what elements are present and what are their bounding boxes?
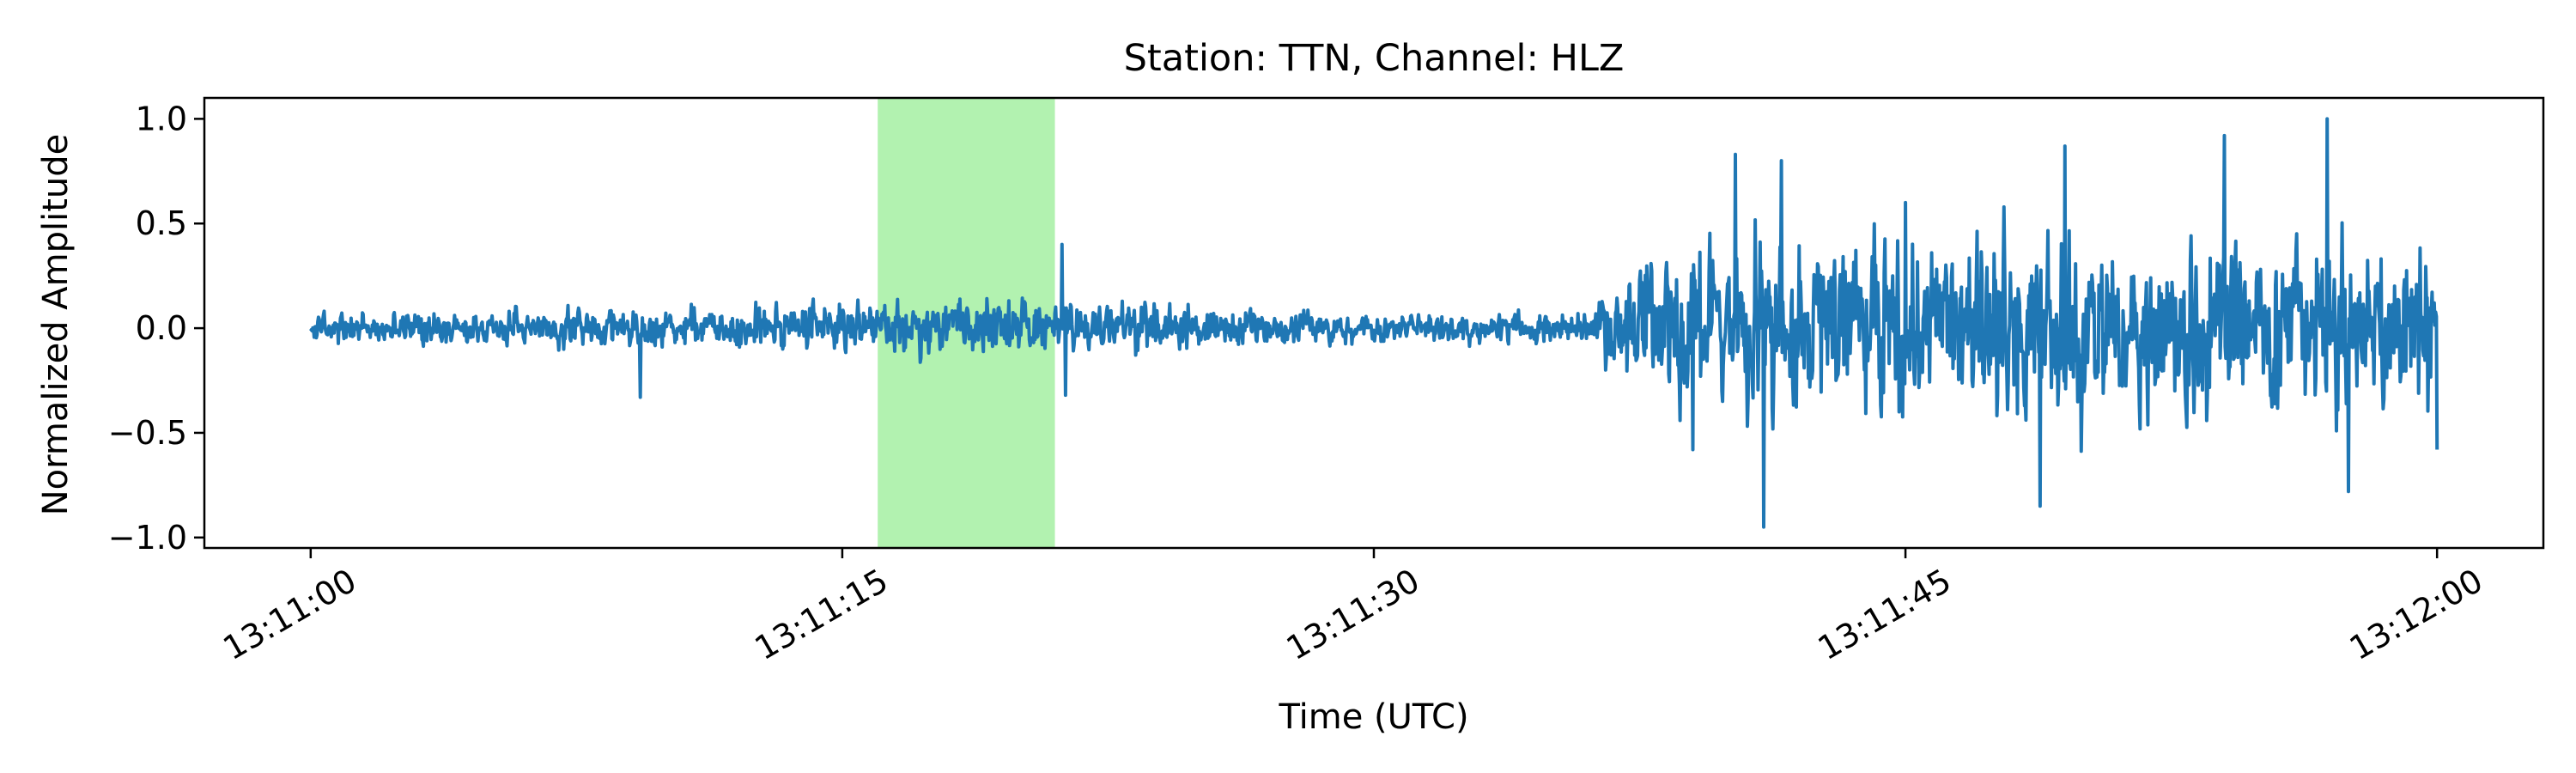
y-axis: 1.0 0.5 0.0 −0.5 −1.0 bbox=[108, 100, 204, 557]
series-line bbox=[309, 117, 2439, 529]
y-tick-label: −1.0 bbox=[108, 519, 187, 557]
y-tick-label: −0.5 bbox=[108, 414, 187, 452]
y-tick-label: 0.0 bbox=[136, 309, 187, 347]
y-axis-label: Normalized Amplitude bbox=[36, 134, 76, 516]
x-axis-label: Time (UTC) bbox=[1278, 697, 1468, 737]
y-tick-label: 0.5 bbox=[136, 204, 187, 242]
chart-title: Station: TTN, Channel: HLZ bbox=[1124, 37, 1625, 80]
y-tick-label: 1.0 bbox=[136, 100, 187, 137]
series-layer bbox=[309, 117, 2439, 529]
